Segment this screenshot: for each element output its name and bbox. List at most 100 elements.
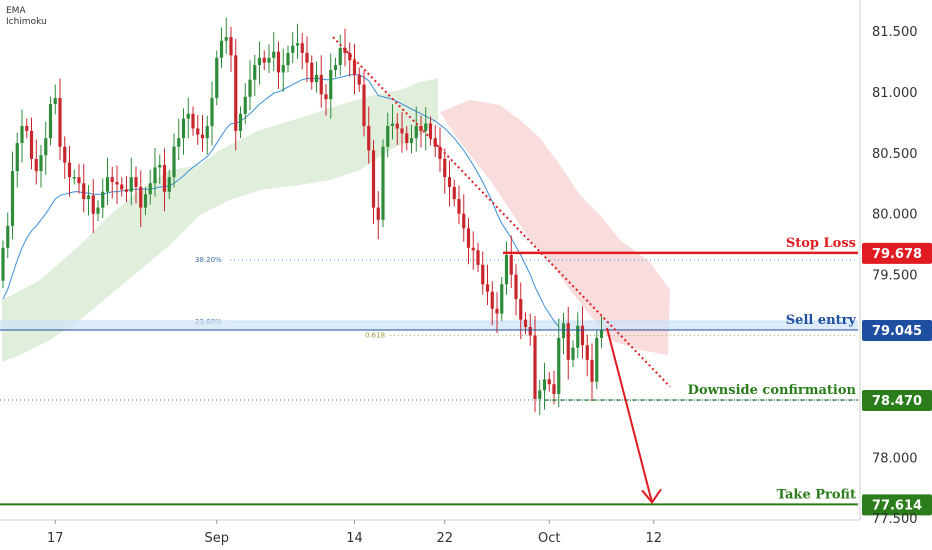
candle-body <box>34 158 38 172</box>
candle-body <box>257 57 262 66</box>
candle-body <box>272 51 276 58</box>
stop-loss-label: Stop Loss <box>786 236 856 251</box>
candle-body <box>352 60 357 75</box>
x-tick-label: 14 <box>346 531 363 546</box>
y-tick-label: 81.500 <box>872 25 918 40</box>
sell-entry-price-tag <box>862 320 932 342</box>
candle-body <box>172 146 176 178</box>
y-tick-label: 78.000 <box>872 451 918 466</box>
stop-loss-price: 79.678 <box>872 247 922 262</box>
candle-body <box>177 138 181 147</box>
candle-body <box>490 291 494 309</box>
candle-body <box>67 162 72 178</box>
fib-level-label: 38.20% <box>195 256 222 264</box>
candle-body <box>533 335 537 399</box>
candle-body <box>63 146 67 163</box>
candle-body <box>44 138 48 156</box>
candle-body <box>234 55 238 131</box>
candle-body <box>53 97 57 105</box>
take-profit-label: Take Profit <box>777 487 856 502</box>
candle-body <box>215 57 219 98</box>
candle-body <box>580 325 585 346</box>
candle-body <box>566 323 570 360</box>
cloud-bearish <box>440 100 670 355</box>
candle-body <box>39 155 43 172</box>
candle-body <box>519 298 523 320</box>
candle-body <box>452 186 456 200</box>
candle-body <box>248 79 252 97</box>
candle-body <box>348 52 352 61</box>
candle-body <box>300 43 304 53</box>
candle-body <box>500 284 504 314</box>
candle-body <box>20 126 24 144</box>
y-tick-label: 79.500 <box>872 269 918 284</box>
candle-body <box>509 255 513 275</box>
candle-body <box>162 164 167 192</box>
ichimoku-cloud <box>2 78 670 362</box>
candle-body <box>25 126 29 131</box>
y-tick-label: 81.000 <box>872 86 918 101</box>
take-profit-price: 77.614 <box>872 498 922 513</box>
candle-body <box>466 228 471 248</box>
candle-body <box>367 126 371 151</box>
candle-body <box>362 84 366 127</box>
candle-body <box>538 390 542 399</box>
sell-entry-label: Sell entry <box>786 313 857 328</box>
fib-and-grid: 38.20%23.60%0.618 <box>0 256 858 340</box>
candle-body <box>542 379 547 391</box>
candle-body <box>158 164 162 168</box>
candle-body <box>48 104 53 139</box>
y-tick-label: 80.000 <box>872 208 918 223</box>
candle-body <box>590 359 594 382</box>
candle-body <box>219 40 224 58</box>
candle-body <box>120 184 124 190</box>
candle-body <box>357 74 361 85</box>
sell-entry-price: 79.045 <box>872 324 922 339</box>
y-tick-label: 80.500 <box>872 147 918 162</box>
candle-body <box>528 326 532 336</box>
candle-body <box>86 195 91 200</box>
candle-body <box>134 177 138 187</box>
candle-body <box>91 195 95 214</box>
x-tick-label: 12 <box>645 531 662 546</box>
candle-body <box>105 177 110 192</box>
projection-arrow-shaft <box>606 327 653 503</box>
indicator-label-ema: EMA <box>6 6 26 16</box>
candle-body <box>286 52 290 66</box>
candle-body <box>557 337 561 394</box>
candle-body <box>481 264 485 285</box>
candle-body <box>243 96 247 114</box>
candle-body <box>253 65 257 80</box>
candle-body <box>585 345 589 360</box>
candle-body <box>376 207 380 220</box>
candle-body <box>462 213 466 229</box>
candle-body <box>395 123 399 129</box>
candle-body <box>238 113 243 131</box>
candle-body <box>1 247 5 281</box>
candle-body <box>210 97 214 127</box>
candle-body <box>77 177 81 184</box>
fib-level-label: 0.618 <box>365 332 385 340</box>
candle-body <box>324 94 328 100</box>
candle-body <box>124 189 129 192</box>
candle-body <box>595 337 599 382</box>
candle-body <box>96 207 100 214</box>
candle-body <box>58 97 62 147</box>
candle-body <box>504 255 509 285</box>
candle-body <box>10 171 15 226</box>
candle-body <box>424 123 428 131</box>
x-tick-label: 22 <box>436 531 453 546</box>
candlestick-series <box>1 17 604 416</box>
candle-body <box>599 329 604 338</box>
candle-body <box>196 128 200 135</box>
x-tick-label: 17 <box>47 531 64 546</box>
candle-body <box>310 62 314 83</box>
candle-body <box>229 37 233 56</box>
stop-loss-price-tag <box>862 242 932 264</box>
candle-body <box>186 113 190 119</box>
candle-body <box>148 183 152 195</box>
confirmation-label: Downside confirmation <box>688 383 857 398</box>
candle-body <box>291 45 295 53</box>
candle-body <box>485 284 490 292</box>
